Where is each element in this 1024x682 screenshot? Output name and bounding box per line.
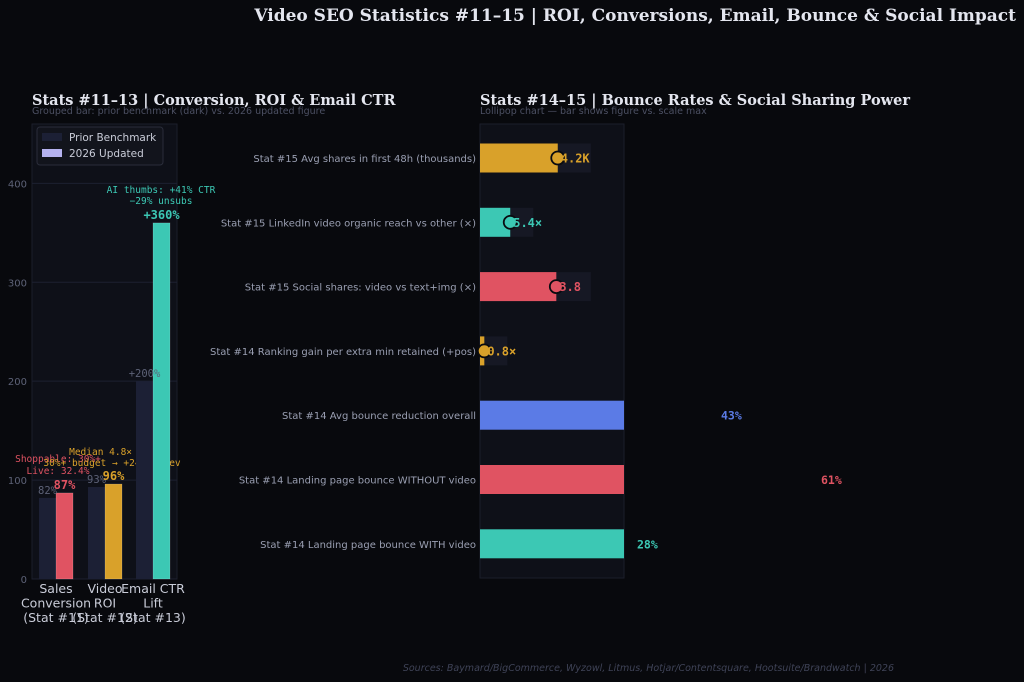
right-chart-subtitle: Lollipop chart — bar shows figure vs. sc… xyxy=(480,106,707,117)
x-tick-label: ROI xyxy=(94,596,116,611)
y-tick-label: 400 xyxy=(8,179,27,190)
value-bar xyxy=(480,143,558,173)
value-label: 28% xyxy=(637,537,658,551)
prior-bar xyxy=(136,381,153,579)
annotation-text: −29% unsubs xyxy=(130,196,193,207)
left-grouped-bar-chart: 0 100 200 300 400 82%87% Shoppable: 30%+Live: … xyxy=(8,123,216,625)
prior-value-label: 82% xyxy=(38,485,58,497)
x-tick-label: Video xyxy=(87,581,122,596)
updated-bar xyxy=(104,483,123,580)
lollipop-dot xyxy=(550,150,566,166)
value-bar xyxy=(480,400,624,430)
value-label: 43% xyxy=(721,409,742,423)
lollipop-dot xyxy=(476,343,492,359)
updated-bar xyxy=(152,222,171,580)
page-title: Video SEO Statistics #11–15 | ROI, Conve… xyxy=(254,6,1016,26)
legend-swatch-prior xyxy=(42,133,62,141)
value-bar xyxy=(480,272,557,302)
value-bar xyxy=(480,465,624,494)
right-chart-title: Stats #14–15 | Bounce Rates & Social Sha… xyxy=(480,92,911,109)
left-chart-title: Stats #11–13 | Conversion, ROI & Email C… xyxy=(32,92,396,109)
prior-bar xyxy=(88,487,105,579)
left-chart-subtitle: Grouped bar: prior benchmark (dark) vs. … xyxy=(32,106,326,117)
updated-value-label: 96% xyxy=(103,469,125,483)
x-tick-label: Sales xyxy=(39,581,72,596)
y-category-label: Stat #15 Social shares: video vs text+im… xyxy=(245,283,476,294)
value-label: 5.4× xyxy=(513,216,542,230)
y-category-label: Stat #14 Avg bounce reduction overall xyxy=(282,411,476,422)
legend-box xyxy=(36,126,164,166)
x-tick-label: Conversion xyxy=(21,596,91,611)
x-tick-label: Lift xyxy=(143,596,163,611)
lollipop-dot xyxy=(548,279,564,295)
y-tick-label: 0 xyxy=(21,575,27,586)
prior-bar xyxy=(39,497,56,579)
y-category-label: Stat #14 Ranking gain per extra min reta… xyxy=(210,347,476,358)
source-note: Sources: Baymard/BigCommerce, Wyzowl, Li… xyxy=(402,663,894,674)
x-tick-label: (Stat #13) xyxy=(120,610,186,625)
legend-swatch-updated xyxy=(42,149,62,157)
value-bar xyxy=(480,529,624,559)
legend-label-prior: Prior Benchmark xyxy=(69,132,157,144)
annotation-text: Live: 32.4% xyxy=(27,466,90,477)
right-lollipop-chart: Stat #15 Avg shares in first 48h (thousa… xyxy=(210,123,842,579)
value-label: 0.8× xyxy=(487,344,516,358)
value-label: 61% xyxy=(821,473,842,487)
y-tick-label: 100 xyxy=(8,476,27,487)
y-category-label: Stat #14 Landing page bounce WITHOUT vid… xyxy=(239,476,476,487)
updated-value-label: 87% xyxy=(54,478,76,492)
x-tick-label: (Stat #11) xyxy=(23,610,89,625)
prior-value-label: 93% xyxy=(87,474,107,486)
y-tick-label: 200 xyxy=(8,377,27,388)
x-tick-label: (Stat #12) xyxy=(72,610,138,625)
annotation-text: AI thumbs: +41% CTR xyxy=(107,185,216,196)
updated-bar xyxy=(55,492,74,580)
annotation-text: 30%+ budget → +24.3% rev xyxy=(43,458,181,469)
updated-value-label: +360% xyxy=(143,208,180,222)
y-category-label: Stat #15 Avg shares in first 48h (thousa… xyxy=(253,154,476,165)
value-label: 3.8 xyxy=(559,280,581,294)
annotation-text: Shoppable: 30%+ xyxy=(15,454,101,465)
prior-value-label: +200% xyxy=(129,368,161,380)
y-category-label: Stat #14 Landing page bounce WITH video xyxy=(260,540,476,551)
annotation-text: Median 4.8× ROI xyxy=(69,447,155,458)
x-tick-label: Email CTR xyxy=(121,581,185,596)
legend-label-updated: 2026 Updated xyxy=(69,148,144,160)
value-label: 4.2K xyxy=(561,152,591,166)
y-tick-label: 300 xyxy=(8,278,27,289)
lollipop-dot xyxy=(502,214,518,230)
y-category-label: Stat #15 LinkedIn video organic reach vs… xyxy=(221,218,476,229)
